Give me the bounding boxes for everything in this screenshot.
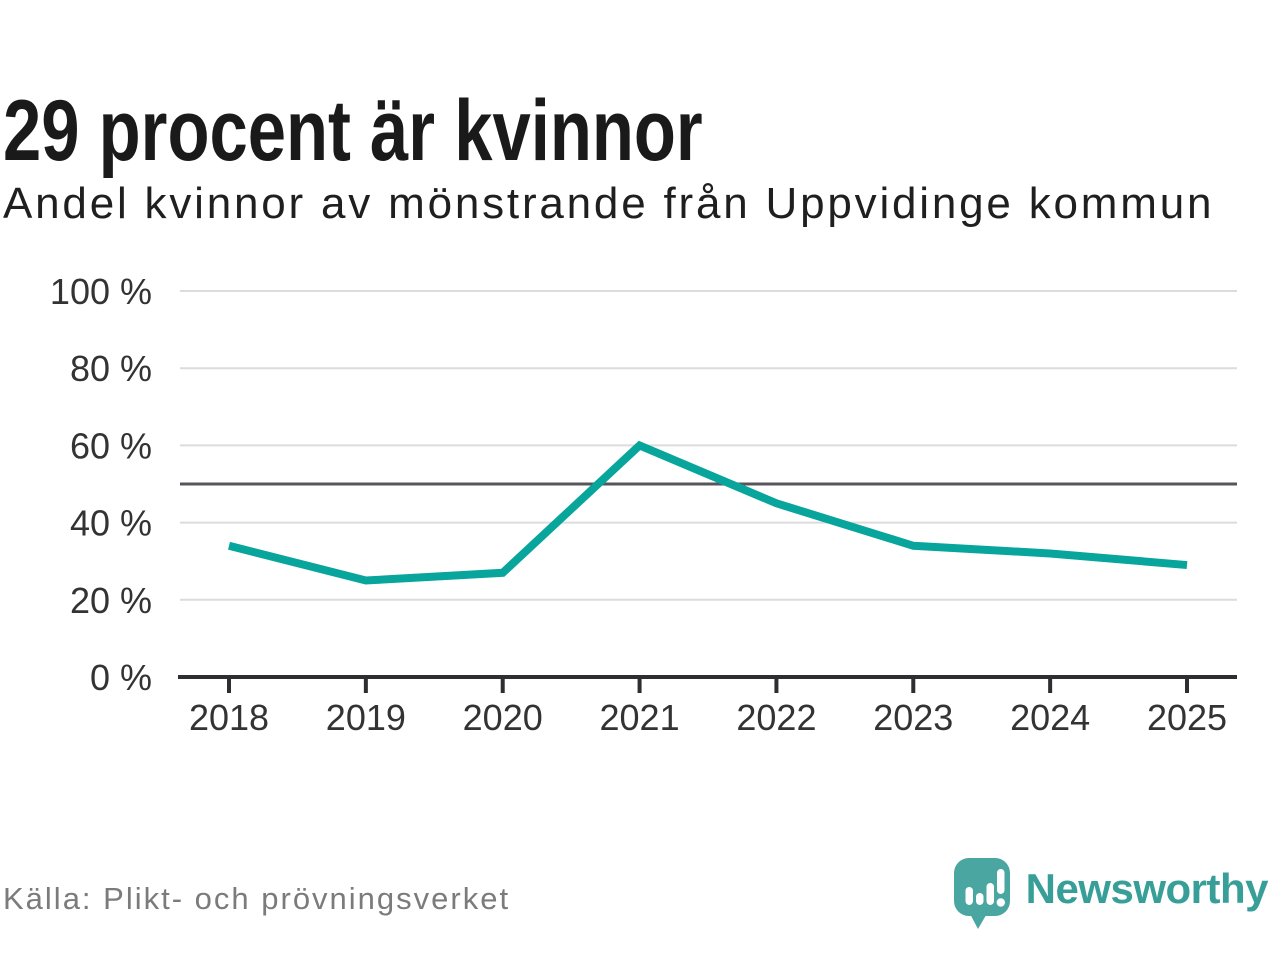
y-tick-label: 100 % <box>50 271 152 312</box>
x-tick-label: 2022 <box>736 697 816 738</box>
y-tick-label: 40 % <box>70 503 152 544</box>
newsworthy-logo: Newsworthy <box>953 858 1269 932</box>
y-tick-label: 0 % <box>90 657 152 698</box>
bar-chart-icon-bar <box>986 883 994 905</box>
source-caption: Källa: Plikt- och prövningsverket <box>3 881 511 916</box>
x-tick-label: 2020 <box>463 697 543 738</box>
bar-chart-icon-bar <box>965 887 973 905</box>
page-title: 29 procent är kvinnor <box>3 82 703 179</box>
newsworthy-wordmark: Newsworthy <box>1025 865 1269 912</box>
x-tick-label: 2021 <box>600 697 680 738</box>
newsworthy-logo-icon <box>953 858 1010 929</box>
y-tick-label: 60 % <box>70 425 152 466</box>
y-tick-label: 20 % <box>70 580 152 621</box>
chart-subtitle: Andel kvinnor av mönstrande från Uppvidi… <box>3 179 1215 228</box>
bar-chart-icon-bar <box>975 893 984 905</box>
speech-bubble-tail <box>967 910 989 929</box>
data-line <box>228 440 1188 585</box>
chart-area: 0 % 20 % 40 % 60 % 80 % 100 % 2018 2019 2020 2021… <box>0 260 1280 780</box>
x-tick-label: 2024 <box>1010 697 1090 738</box>
x-tick-label: 2018 <box>189 697 269 738</box>
x-tick-label: 2019 <box>326 697 406 738</box>
x-tick-label: 2023 <box>873 697 953 738</box>
x-tick-label: 2025 <box>1147 697 1227 738</box>
y-tick-label: 80 % <box>70 348 152 389</box>
exclamation-icon-dot <box>996 898 1005 907</box>
line-chart: 0 % 20 % 40 % 60 % 80 % 100 % 2018 2019 2020 2021… <box>50 271 1237 738</box>
exclamation-icon-stem <box>996 869 1005 894</box>
